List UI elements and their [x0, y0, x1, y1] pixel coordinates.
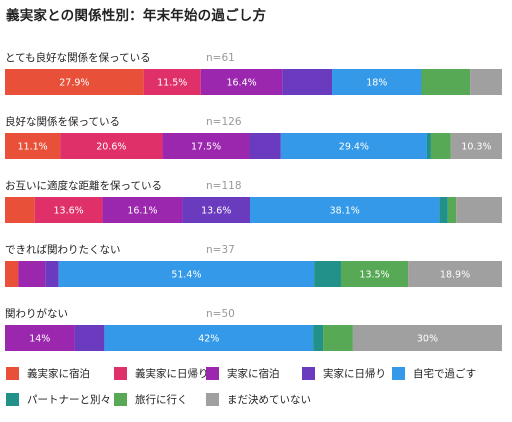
legend-item: 自宅で過ごす	[392, 366, 476, 381]
bar-segment	[18, 261, 46, 287]
bar-segment	[332, 69, 422, 95]
legend-label: 自宅で過ごす	[413, 368, 477, 380]
bar-segment	[323, 325, 353, 351]
bar-segment	[313, 325, 324, 351]
bar-segment	[102, 197, 183, 223]
legend-swatch	[114, 367, 127, 380]
bar-segment	[408, 261, 502, 287]
data-label: 14%	[29, 334, 50, 345]
legend-label: 旅行に行く	[135, 394, 188, 406]
data-label: 11.5%	[157, 78, 187, 89]
stacked-bar-chart: とても良好な関係を保っている n=61 27.9% 11.5% 16.4% 18% 良好な関…	[5, 51, 502, 351]
data-label: 38.1%	[330, 206, 360, 217]
data-label: 11.1%	[17, 142, 47, 153]
bar-segment	[447, 197, 457, 223]
chart-title: 義実家との関係性別：年末年始の過ごし方	[6, 8, 267, 24]
bar-segment	[182, 197, 251, 223]
legend-swatch	[302, 367, 315, 380]
bar-segment	[439, 197, 448, 223]
legend-item: まだ決めていない	[206, 392, 311, 407]
bar-segment	[340, 261, 409, 287]
bar-segment	[143, 69, 201, 95]
bar-segment	[162, 133, 250, 159]
data-label: 10.3%	[461, 142, 491, 153]
bar-segment	[5, 197, 35, 223]
legend-item: パートナーと別々	[6, 392, 111, 407]
bar-segment	[352, 325, 502, 351]
bar-segment	[450, 133, 502, 159]
bar-segment	[250, 197, 440, 223]
category-label: 関わりがない	[5, 307, 68, 320]
category-label: 良好な関係を保っている	[5, 115, 120, 128]
data-label: 13.6%	[54, 206, 84, 217]
bar-segment	[426, 133, 431, 159]
bar-segment	[60, 133, 163, 159]
sample-size-label: n=37	[206, 244, 235, 256]
data-label: 18.9%	[440, 270, 470, 281]
legend-swatch	[206, 393, 219, 406]
bar-segment	[5, 325, 75, 351]
bar-segment	[456, 197, 502, 223]
data-label: 42%	[198, 334, 219, 345]
legend-swatch	[6, 393, 19, 406]
legend-swatch	[392, 367, 405, 380]
sample-size-label: n=126	[206, 116, 242, 128]
category-label: できれば関わりたくない	[5, 244, 121, 256]
legend-label: 実家に宿泊	[227, 368, 280, 380]
data-label: 17.5%	[191, 142, 221, 153]
data-label: 29.4%	[339, 142, 369, 153]
legend-label: 義実家に宿泊	[27, 368, 90, 380]
bar-segment	[34, 197, 103, 223]
bar-segment	[200, 69, 283, 95]
sample-size-label: n=61	[206, 52, 235, 64]
legend-swatch	[114, 393, 127, 406]
bar-segment	[280, 133, 427, 159]
data-label: 51.4%	[171, 270, 201, 281]
legend-item: 義実家に日帰り	[114, 366, 209, 381]
bar-segment	[5, 261, 19, 287]
bar-segment	[421, 69, 471, 95]
bar-segment	[282, 69, 333, 95]
legend-item: 義実家に宿泊	[6, 366, 90, 381]
legend-label: パートナーと別々	[27, 394, 111, 406]
bar-segment	[470, 69, 502, 95]
bar-segment	[314, 261, 341, 287]
legend-label: 実家に日帰り	[323, 368, 386, 380]
bar-segment	[430, 133, 451, 159]
sample-size-label: n=50	[206, 308, 235, 320]
bar-segment	[249, 133, 281, 159]
legend-label: 義実家に日帰り	[135, 368, 209, 380]
data-label: 13.5%	[359, 270, 389, 281]
data-label: 30%	[417, 334, 438, 345]
data-label: 18%	[366, 78, 387, 89]
category-label: とても良好な関係を保っている	[5, 51, 151, 64]
legend-item: 実家に宿泊	[206, 366, 280, 381]
legend-swatch	[206, 367, 219, 380]
data-label: 13.6%	[201, 206, 231, 217]
bar-segment	[58, 261, 315, 287]
category-label: お互いに適度な距離を保っている	[5, 179, 162, 192]
data-label: 16.4%	[226, 78, 256, 89]
legend-swatch	[6, 367, 19, 380]
bar-segment	[5, 133, 61, 159]
bar-segment	[45, 261, 59, 287]
legend-label: まだ決めていない	[227, 394, 311, 406]
data-label: 27.9%	[59, 78, 89, 89]
legend-item: 実家に日帰り	[302, 366, 386, 381]
bar-segment	[104, 325, 314, 351]
bar-segment	[5, 69, 144, 95]
bar-segment	[74, 325, 105, 351]
data-label: 16.1%	[127, 206, 157, 217]
data-label: 20.6%	[96, 142, 126, 153]
sample-size-label: n=118	[206, 180, 242, 192]
legend-item: 旅行に行く	[114, 392, 188, 407]
